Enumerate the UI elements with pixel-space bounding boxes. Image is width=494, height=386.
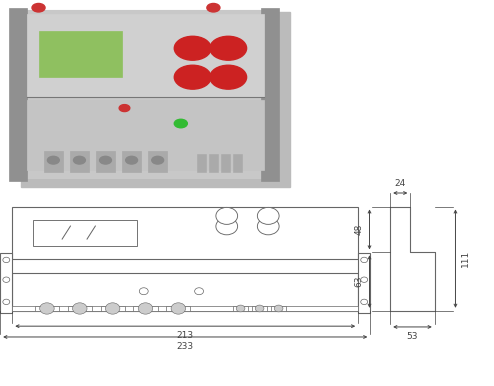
Circle shape: [174, 36, 211, 60]
Bar: [12, 207, 358, 259]
Circle shape: [138, 303, 153, 314]
Circle shape: [257, 207, 279, 224]
Polygon shape: [390, 207, 435, 311]
Text: 48: 48: [355, 224, 364, 235]
Circle shape: [216, 207, 238, 224]
Bar: [221, 154, 230, 172]
Circle shape: [195, 288, 204, 295]
Bar: [33, 220, 137, 245]
Circle shape: [210, 65, 247, 89]
Circle shape: [100, 156, 112, 164]
Text: 24: 24: [395, 179, 406, 188]
Circle shape: [174, 119, 187, 128]
Circle shape: [74, 156, 85, 164]
Bar: [233, 154, 242, 172]
Bar: [197, 154, 206, 172]
Bar: [271, 306, 287, 311]
Circle shape: [105, 303, 120, 314]
Circle shape: [47, 156, 59, 164]
Circle shape: [210, 36, 247, 60]
Circle shape: [216, 218, 238, 235]
Text: 233: 233: [177, 342, 194, 351]
Bar: [70, 151, 89, 172]
Bar: [96, 151, 115, 172]
Circle shape: [40, 303, 54, 314]
Bar: [122, 151, 141, 172]
Bar: [27, 14, 264, 96]
Text: 53: 53: [407, 332, 418, 341]
Bar: [35, 306, 59, 311]
Bar: [27, 100, 264, 170]
Circle shape: [174, 65, 211, 89]
Bar: [166, 306, 190, 311]
Circle shape: [125, 156, 137, 164]
Bar: [261, 8, 279, 181]
Text: 213: 213: [177, 331, 194, 340]
Circle shape: [361, 277, 368, 283]
Circle shape: [257, 218, 279, 235]
Circle shape: [152, 156, 164, 164]
Circle shape: [171, 303, 186, 314]
Bar: [358, 253, 370, 313]
Bar: [233, 306, 248, 311]
Circle shape: [3, 277, 10, 283]
Circle shape: [361, 299, 368, 305]
Bar: [0, 253, 12, 313]
Circle shape: [3, 257, 10, 262]
Circle shape: [139, 288, 148, 295]
Circle shape: [361, 257, 368, 262]
Bar: [148, 151, 167, 172]
Circle shape: [274, 305, 283, 312]
Circle shape: [255, 305, 264, 312]
Bar: [39, 31, 122, 77]
Bar: [15, 10, 276, 178]
Bar: [43, 151, 63, 172]
Circle shape: [73, 303, 87, 314]
Bar: [12, 273, 358, 311]
Circle shape: [32, 3, 45, 12]
Circle shape: [236, 305, 245, 312]
Bar: [209, 154, 218, 172]
Bar: [68, 306, 92, 311]
Text: 111: 111: [461, 250, 470, 267]
Circle shape: [3, 299, 10, 305]
Bar: [9, 8, 27, 181]
Text: 63: 63: [355, 276, 364, 287]
Bar: [12, 306, 358, 311]
Bar: [252, 306, 267, 311]
Bar: [101, 306, 124, 311]
Bar: [133, 306, 158, 311]
Circle shape: [207, 3, 220, 12]
Wedge shape: [119, 105, 130, 112]
